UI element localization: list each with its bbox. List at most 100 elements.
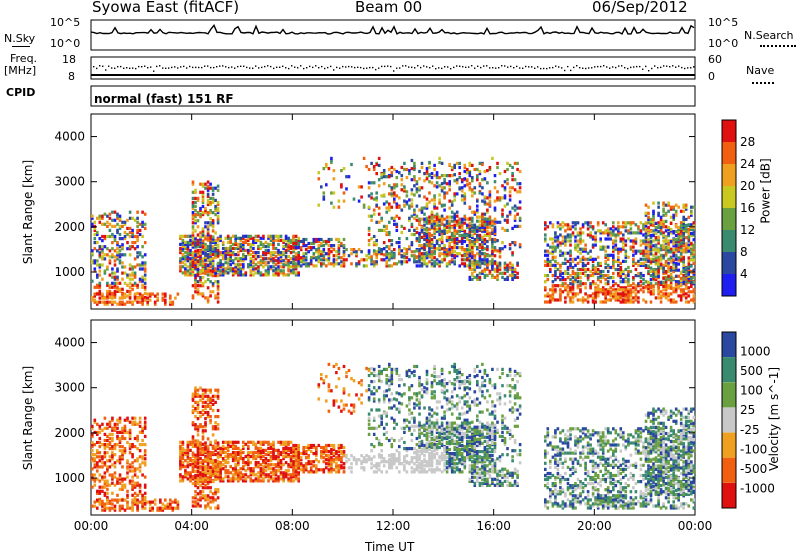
data-cell	[108, 420, 112, 424]
data-cell	[571, 286, 575, 290]
data-cell	[476, 204, 479, 208]
freq-dot	[669, 66, 671, 68]
data-cell	[606, 288, 610, 292]
data-cell	[292, 260, 295, 264]
data-cell	[687, 232, 691, 236]
data-cell	[576, 271, 580, 276]
data-cell	[209, 261, 212, 265]
data-cell	[317, 239, 321, 244]
data-cell	[551, 225, 555, 229]
data-cell	[214, 448, 217, 452]
data-cell	[458, 187, 461, 191]
data-cell	[622, 233, 625, 237]
data-cell	[111, 445, 114, 449]
freq-dot	[609, 67, 611, 69]
data-cell	[415, 190, 419, 194]
data-cell	[481, 248, 484, 252]
data-cell	[612, 229, 615, 233]
data-cell	[101, 251, 104, 255]
data-cell	[249, 246, 253, 251]
data-cell	[511, 226, 514, 230]
data-cell	[322, 262, 326, 266]
data-cell	[98, 289, 102, 293]
data-cell	[438, 226, 441, 230]
freq-dot	[561, 67, 563, 69]
data-cell	[546, 259, 550, 263]
freq-dot	[300, 65, 302, 67]
data-cell	[662, 225, 665, 229]
data-cell	[211, 257, 215, 261]
data-cell	[237, 263, 240, 267]
data-cell	[564, 239, 567, 243]
data-cell	[209, 209, 212, 213]
freq-dot	[351, 66, 353, 68]
data-cell	[471, 219, 474, 223]
data-cell	[513, 269, 517, 273]
data-cell	[287, 255, 290, 259]
data-cell	[231, 261, 235, 265]
data-cell	[405, 176, 409, 180]
data-cell	[209, 280, 212, 284]
data-cell	[171, 302, 175, 306]
data-cell	[179, 444, 182, 448]
data-cell	[511, 277, 514, 281]
data-cell	[138, 263, 142, 267]
data-cell	[594, 231, 597, 235]
data-cell	[345, 258, 348, 262]
data-cell	[111, 416, 114, 420]
data-cell	[138, 491, 142, 495]
data-cell	[440, 252, 444, 256]
data-cell	[309, 260, 313, 264]
data-cell	[690, 253, 693, 257]
data-cell	[619, 300, 623, 304]
data-cell	[367, 186, 371, 190]
data-cell	[103, 447, 107, 451]
data-cell	[252, 240, 255, 244]
data-cell	[138, 253, 142, 257]
data-cell	[473, 275, 477, 279]
data-cell	[425, 202, 429, 206]
freq-dot	[675, 66, 677, 68]
data-cell	[556, 237, 560, 241]
data-cell	[136, 504, 139, 508]
data-cell	[108, 483, 112, 487]
freq-dot	[342, 65, 344, 68]
data-cell	[267, 257, 270, 261]
data-cell	[498, 196, 502, 200]
data-cell	[463, 169, 467, 174]
data-cell	[209, 241, 212, 245]
data-cell	[642, 286, 645, 290]
data-cell	[463, 177, 467, 181]
data-cell	[259, 261, 263, 265]
data-cell	[111, 247, 114, 251]
data-cell	[669, 227, 673, 232]
data-cell	[629, 290, 633, 294]
data-cell	[551, 292, 555, 296]
data-cell	[544, 223, 547, 227]
data-cell	[586, 227, 590, 231]
data-cell	[438, 229, 441, 233]
data-cell	[395, 228, 399, 232]
data-cell	[629, 269, 633, 274]
data-cell	[627, 288, 630, 292]
data-cell	[544, 280, 547, 284]
data-cell	[179, 454, 182, 459]
data-cell	[219, 265, 222, 269]
data-cell	[405, 194, 409, 198]
data-cell	[657, 205, 660, 209]
data-cell	[649, 245, 653, 249]
data-cell	[123, 451, 127, 455]
data-cell	[269, 265, 273, 269]
data-cell	[244, 257, 248, 261]
data-cell	[430, 241, 434, 246]
data-cell	[377, 206, 381, 210]
freq-dot	[183, 65, 185, 68]
freq-dot	[192, 66, 194, 69]
data-cell	[672, 240, 675, 244]
data-cell	[425, 197, 429, 201]
data-cell	[503, 194, 507, 198]
data-cell	[342, 246, 346, 250]
data-cell	[242, 265, 245, 269]
data-cell	[254, 251, 258, 255]
data-cell	[471, 256, 474, 260]
